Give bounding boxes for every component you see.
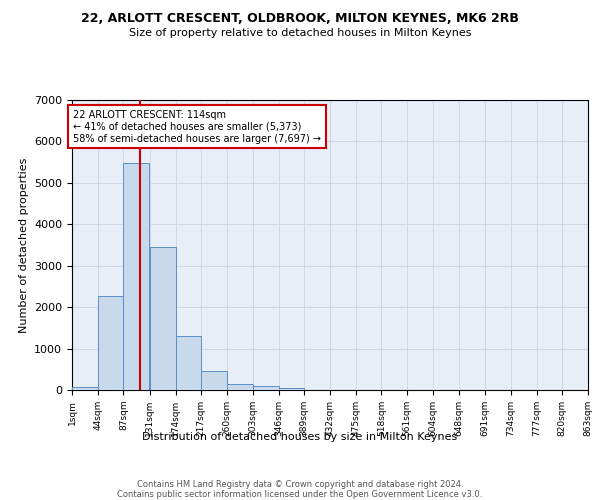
Text: 22, ARLOTT CRESCENT, OLDBROOK, MILTON KEYNES, MK6 2RB: 22, ARLOTT CRESCENT, OLDBROOK, MILTON KE…	[81, 12, 519, 26]
Text: Size of property relative to detached houses in Milton Keynes: Size of property relative to detached ho…	[129, 28, 471, 38]
Bar	[227, 384, 253, 390]
Bar	[72, 387, 98, 390]
Bar	[253, 386, 278, 390]
Text: 22 ARLOTT CRESCENT: 114sqm
← 41% of detached houses are smaller (5,373)
58% of s: 22 ARLOTT CRESCENT: 114sqm ← 41% of deta…	[73, 110, 321, 144]
Y-axis label: Number of detached properties: Number of detached properties	[19, 158, 29, 332]
Text: Contains HM Land Registry data © Crown copyright and database right 2024.
Contai: Contains HM Land Registry data © Crown c…	[118, 480, 482, 500]
Bar	[201, 371, 227, 390]
Bar	[150, 247, 176, 390]
Bar	[176, 336, 201, 390]
Bar	[124, 163, 149, 390]
Text: Distribution of detached houses by size in Milton Keynes: Distribution of detached houses by size …	[142, 432, 458, 442]
Bar	[278, 388, 304, 390]
Bar	[98, 296, 124, 390]
